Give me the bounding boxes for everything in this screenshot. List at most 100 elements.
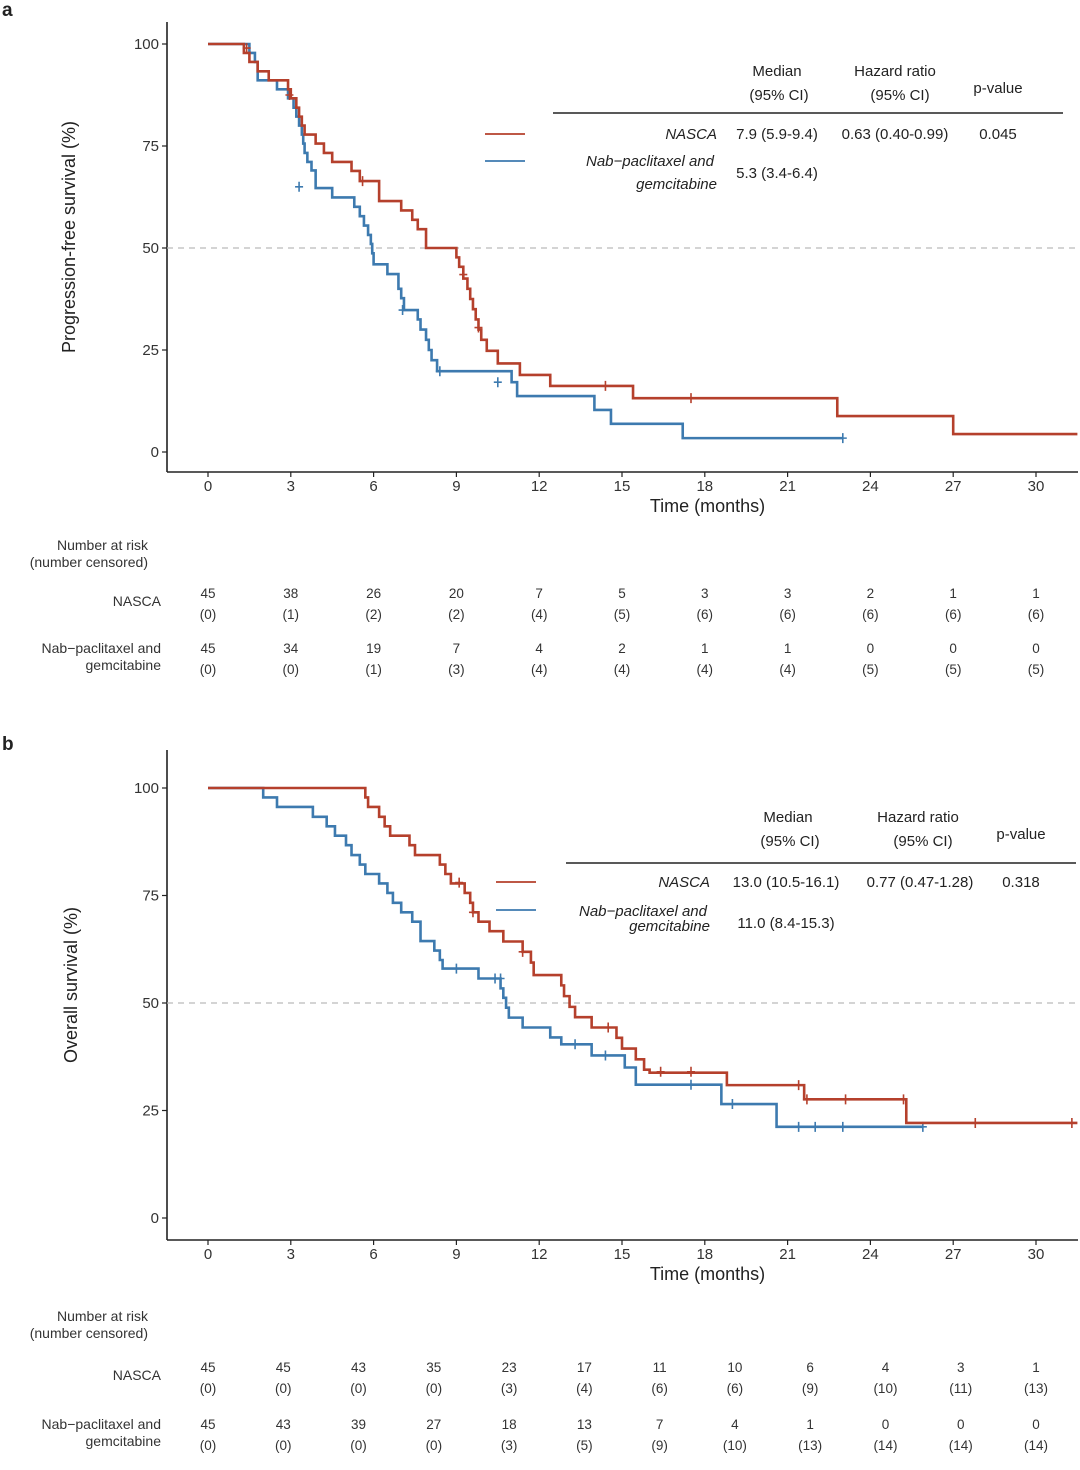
- censored-count: (2): [365, 607, 382, 622]
- at-risk-count: 43: [275, 1417, 291, 1432]
- at-risk-count: 23: [501, 1360, 517, 1375]
- y-tick-label: 100: [134, 780, 159, 797]
- x-tick-label: 18: [696, 478, 713, 495]
- censored-count: (1): [365, 662, 382, 677]
- censor-mark: [474, 322, 483, 333]
- risk-cell: 0 (5): [1006, 638, 1066, 680]
- at-risk-count: 0: [1032, 1417, 1040, 1432]
- at-risk-count: 0: [866, 641, 875, 656]
- table-p-value: 0.045: [979, 126, 1017, 143]
- risk-cell: 0 (5): [923, 638, 983, 680]
- risk-cell: 1 (4): [758, 638, 818, 680]
- censored-count: (4): [613, 662, 631, 677]
- risk-cell: 3 (6): [675, 583, 735, 625]
- risk-cell: 23 (3): [479, 1357, 539, 1399]
- table-header-p-value: p-value: [996, 826, 1045, 843]
- x-tick-label: 21: [779, 1246, 796, 1263]
- risk-cell: 26 (2): [344, 583, 404, 625]
- risk-cell: 1 (6): [923, 583, 983, 625]
- risk-cell: 39 (0): [329, 1414, 389, 1456]
- pfs-chart: 0 25 50 75 100 0 3 6 9 12 15 18 21 24 27 30 Time (months…: [59, 22, 1078, 516]
- at-risk-count: 19: [366, 641, 382, 656]
- risk-cell: 10 (6): [705, 1357, 765, 1399]
- risk-cell: 45 (0): [178, 638, 238, 680]
- risk-cell: 7 (4): [509, 583, 569, 625]
- at-risk-count: 3: [783, 586, 792, 601]
- risk-cell: 1 (13): [780, 1414, 840, 1456]
- censor-mark: [468, 907, 477, 918]
- risk-cell: 7 (3): [426, 638, 486, 680]
- risk-row-label-nab-paclitaxel-gemcitabine: Nab−paclitaxel and gemcitabine: [41, 1416, 161, 1449]
- censored-count: (4): [576, 1381, 593, 1396]
- censored-count: (0): [282, 662, 300, 677]
- risk-cell: 13 (5): [554, 1414, 614, 1456]
- x-tick-label: 30: [1028, 478, 1045, 495]
- censored-count: (5): [862, 662, 879, 677]
- censor-mark: [601, 380, 610, 391]
- table-group-nab-line2: gemcitabine: [629, 918, 710, 935]
- table-group-nab-line1: Nab−paclitaxel and: [586, 153, 715, 170]
- censored-count: (6): [696, 607, 714, 622]
- at-risk-count: 7: [655, 1417, 664, 1432]
- risk-cell: 7 (9): [630, 1414, 690, 1456]
- at-risk-count: 5: [618, 586, 626, 601]
- censor-mark: [687, 1079, 695, 1090]
- risk-cell: 45 (0): [178, 1357, 238, 1399]
- table-header-median-ci: (95% CI): [749, 87, 808, 104]
- at-risk-count: 7: [452, 641, 461, 656]
- x-tick-label: 15: [614, 478, 631, 495]
- censored-count: (0): [275, 1381, 292, 1396]
- risk-cell: 43 (0): [253, 1414, 313, 1456]
- censored-count: (4): [530, 662, 548, 677]
- panel-a-label: a: [2, 0, 13, 21]
- censored-count: (6): [651, 1381, 668, 1396]
- at-risk-count: 17: [576, 1360, 592, 1375]
- censored-count: (10): [873, 1381, 898, 1396]
- at-risk-count: 35: [426, 1360, 442, 1375]
- at-risk-count: 1: [949, 586, 957, 601]
- censored-count: (0): [199, 662, 217, 677]
- at-risk-count: 0: [1032, 641, 1040, 656]
- censor-mark: [242, 43, 251, 54]
- at-risk-count: 39: [351, 1417, 367, 1432]
- risk-cell: 0 (5): [840, 638, 900, 680]
- risk-cell: 19 (1): [344, 638, 404, 680]
- risk-cell: 45 (0): [253, 1357, 313, 1399]
- censored-count: (0): [199, 1438, 217, 1453]
- at-risk-count: 0: [956, 1417, 965, 1432]
- table-header-median: Median: [763, 809, 812, 826]
- censored-count: (0): [425, 1438, 443, 1453]
- censor-mark: [601, 1050, 610, 1061]
- at-risk-count: 45: [200, 641, 216, 656]
- y-axis-title: Overall survival (%): [61, 907, 81, 1063]
- at-risk-count: 10: [727, 1360, 743, 1375]
- censored-count: (0): [350, 1438, 367, 1453]
- censor-mark: [455, 877, 464, 888]
- x-tick-label: 9: [452, 1246, 460, 1263]
- risk-cell: 35 (0): [404, 1357, 464, 1399]
- table-hazard-ratio: 0.77 (0.47-1.28): [867, 874, 974, 891]
- at-risk-count: 20: [448, 586, 464, 601]
- censor-mark: [728, 1099, 737, 1110]
- risk-cell: 43 (0): [329, 1357, 389, 1399]
- risk-cell: 45 (0): [178, 1414, 238, 1456]
- censored-count: (2): [448, 607, 465, 622]
- at-risk-count: 34: [283, 641, 299, 656]
- censor-mark: [518, 946, 527, 957]
- table-p-value: 0.318: [1002, 874, 1040, 891]
- censored-count: (5): [576, 1438, 593, 1453]
- risk-cell: 6 (9): [780, 1357, 840, 1399]
- km-curve-nasca: [208, 786, 1078, 1125]
- censor-mark: [838, 433, 847, 444]
- table-group-nab-line1: Nab−paclitaxel and: [579, 903, 708, 920]
- censor-mark: [435, 366, 444, 377]
- censored-count: (13): [1023, 1381, 1048, 1396]
- x-tick-label: 3: [287, 1246, 295, 1263]
- km-curve-nasca: [208, 42, 1078, 436]
- at-risk-count: 2: [618, 641, 626, 656]
- risk-cell: 20 (2): [426, 583, 486, 625]
- x-tick-label: 18: [696, 1246, 713, 1263]
- x-axis-title: Time (months): [650, 1264, 765, 1284]
- censor-mark: [452, 963, 461, 974]
- censored-count: (5): [1027, 662, 1045, 677]
